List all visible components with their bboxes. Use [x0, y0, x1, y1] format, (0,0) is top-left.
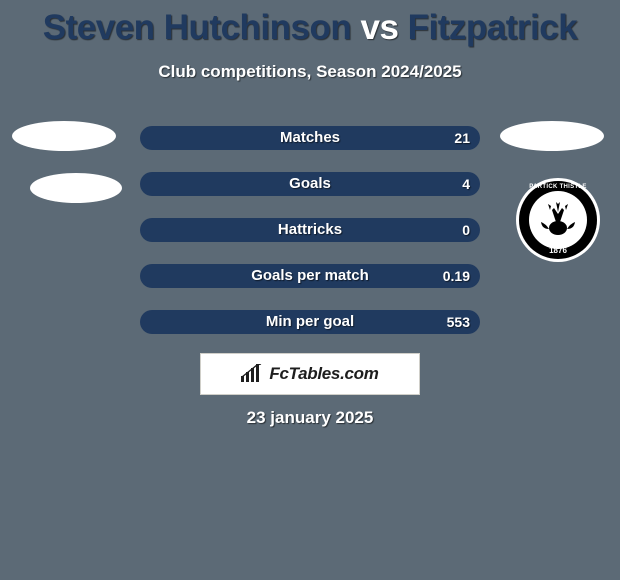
stat-row: Matches21: [140, 126, 480, 150]
vs-label: vs: [361, 8, 399, 47]
branding-box: FcTables.com: [200, 353, 420, 395]
stat-value-right: 4: [462, 172, 470, 196]
stat-value-right: 21: [454, 126, 470, 150]
branding-text: FcTables.com: [269, 364, 378, 384]
stat-row: Min per goal553: [140, 310, 480, 334]
stat-value-right: 553: [447, 310, 470, 334]
bars-icon: [241, 364, 263, 384]
player-2-name: Fitzpatrick: [408, 8, 578, 47]
crest-year: 1876: [549, 246, 567, 255]
left-badge-1: [12, 121, 116, 151]
page-title: Steven Hutchinson vs Fitzpatrick: [0, 0, 620, 48]
crest-ring-text: PARTICK THISTLE: [529, 184, 586, 190]
subtitle: Club competitions, Season 2024/2025: [0, 62, 620, 82]
stat-value-right: 0: [462, 218, 470, 242]
stat-label: Goals: [140, 172, 480, 196]
stat-label: Matches: [140, 126, 480, 150]
stat-row: Goals per match0.19: [140, 264, 480, 288]
left-badge-2: [30, 173, 122, 203]
snapshot-date: 23 january 2025: [0, 408, 620, 428]
stat-row: Goals4: [140, 172, 480, 196]
crest-inner: [529, 191, 587, 249]
stat-value-right: 0.19: [443, 264, 470, 288]
stat-label: Min per goal: [140, 310, 480, 334]
stat-label: Goals per match: [140, 264, 480, 288]
stat-label: Hattricks: [140, 218, 480, 242]
left-team-badges: [10, 121, 130, 225]
right-team-badges: [490, 121, 610, 163]
stat-row: Hattricks0: [140, 218, 480, 242]
stats-bars: Matches21 Goals4 Hattricks0 Goals per match…: [140, 126, 480, 356]
thistle-icon: [536, 198, 580, 242]
club-crest: PARTICK THISTLE 1876: [516, 178, 600, 262]
crest-ring: PARTICK THISTLE 1876: [519, 181, 597, 259]
comparison-card: Steven Hutchinson vs Fitzpatrick Club co…: [0, 0, 620, 580]
player-1-name: Steven Hutchinson: [43, 8, 351, 47]
right-badge-1: [500, 121, 604, 151]
